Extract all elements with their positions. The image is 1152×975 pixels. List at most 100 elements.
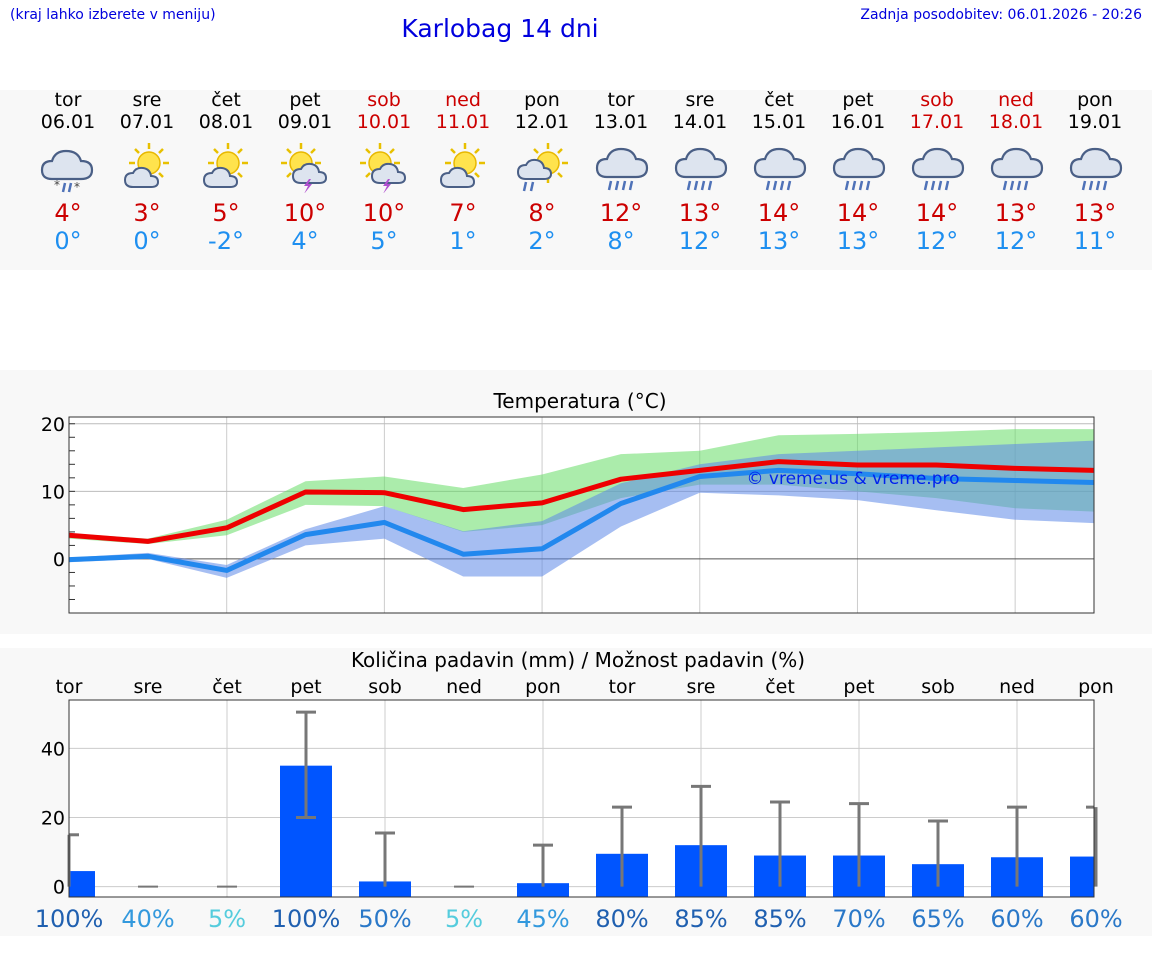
min-temp: 0° <box>133 227 161 255</box>
page-title: Karlobag 14 dni <box>401 14 599 43</box>
cloud-rain-icon <box>988 141 1044 191</box>
cloud-rain-icon <box>1067 141 1123 191</box>
max-temp: 4° <box>54 199 82 227</box>
min-temp: 8° <box>607 227 635 255</box>
temperature-tick-label: 20 <box>41 414 65 436</box>
forecast-day: pet 09.01 10° 4° <box>265 89 345 269</box>
day-name: sob <box>920 89 954 111</box>
precipitation-day-label: ned <box>999 676 1035 698</box>
cloud-rain-icon <box>593 141 649 191</box>
min-temp: 4° <box>291 227 319 255</box>
forecast-day: sre 14.01 13° 12° <box>660 89 740 269</box>
precipitation-bar <box>517 883 569 897</box>
max-temp: 8° <box>528 199 556 227</box>
max-temp-line <box>68 459 1095 544</box>
precipitation-bar <box>359 881 411 897</box>
precipitation-probability: 80% <box>595 905 648 933</box>
precipitation-day-label: sob <box>921 676 955 698</box>
cloud-rain-icon <box>672 141 728 191</box>
min-temp: 13° <box>757 227 801 255</box>
sun-storm-icon <box>356 141 412 194</box>
forecast-day: pet 16.01 14° 13° <box>818 89 898 269</box>
day-date: 06.01 <box>40 111 96 133</box>
max-temp: 12° <box>599 199 643 227</box>
day-date: 18.01 <box>988 111 1044 133</box>
precipitation-probability: 65% <box>911 905 964 933</box>
sun-cloud-icon <box>435 141 491 191</box>
day-name: čet <box>764 89 794 111</box>
forecast-day: tor 13.01 12° 8° <box>581 89 661 269</box>
day-name: tor <box>54 89 82 111</box>
precipitation-probability: 60% <box>990 905 1043 933</box>
forecast-day: pon 19.01 13° 11° <box>1055 89 1135 269</box>
precipitation-day-label: sre <box>134 676 163 698</box>
day-date: 14.01 <box>672 111 728 133</box>
max-temp: 10° <box>362 199 406 227</box>
max-temp: 14° <box>915 199 959 227</box>
sun-cloud-icon <box>119 141 175 191</box>
temperature-tick-label: 0 <box>53 549 65 571</box>
forecast-day: ned 18.01 13° 12° <box>976 89 1056 269</box>
day-date: 15.01 <box>751 111 807 133</box>
precipitation-day-label: pet <box>843 676 874 698</box>
forecast-day: tor 06.01 * * 4° 0° <box>28 89 108 269</box>
precipitation-probability: 60% <box>1069 905 1122 933</box>
temperature-tick-label: 10 <box>41 481 65 503</box>
temperature-chart-title: Temperatura (°C) <box>492 389 666 413</box>
precipitation-probability: 45% <box>516 905 569 933</box>
forecast-day: sob 17.01 14° 12° <box>897 89 977 269</box>
precipitation-day-label: ned <box>446 676 482 698</box>
max-temp: 5° <box>212 199 240 227</box>
precipitation-probability: 5% <box>445 905 483 933</box>
sun-cloud-icon <box>198 141 254 191</box>
day-name: pon <box>1077 89 1113 111</box>
day-name: sob <box>367 89 401 111</box>
location-hint: (kraj lahko izberete v meniju) <box>10 7 216 23</box>
day-date: 13.01 <box>593 111 649 133</box>
forecast-strip-bg <box>0 90 1152 270</box>
precipitation-probability: 70% <box>832 905 885 933</box>
forecast-day: čet 15.01 14° 13° <box>739 89 819 269</box>
svg-text:*: * <box>74 180 80 193</box>
watermark: © vreme.us & vreme.pro <box>746 469 959 489</box>
min-temp: 12° <box>994 227 1038 255</box>
min-temp: 5° <box>370 227 398 255</box>
precipitation-day-label: pon <box>525 676 561 698</box>
precipitation-day-label: sob <box>368 676 402 698</box>
forecast-day: ned 11.01 7° 1° <box>423 89 503 269</box>
forecast-day: pon 12.01 8° 2° <box>502 89 582 269</box>
temperature-plot-border <box>68 416 1095 614</box>
day-date: 09.01 <box>277 111 333 133</box>
forecast-day: sob 10.01 10° 5° <box>344 89 424 269</box>
precipitation-bar <box>1070 856 1094 897</box>
cloud-rain-icon <box>909 141 965 191</box>
cloud-rain-snow-icon: * * <box>40 141 96 194</box>
min-temp: 2° <box>528 227 556 255</box>
day-date: 11.01 <box>435 111 491 133</box>
day-name: čet <box>211 89 241 111</box>
precipitation-day-label: čet <box>212 676 242 698</box>
last-updated: Zadnja posodobitev: 06.01.2026 - 20:26 <box>860 7 1142 23</box>
max-temp: 3° <box>133 199 161 227</box>
precipitation-day-label: pet <box>290 676 321 698</box>
forecast-day: čet 08.01 5° -2° <box>186 89 266 269</box>
precipitation-day-label: čet <box>765 676 795 698</box>
min-temp-line <box>68 467 1095 573</box>
day-name: pon <box>524 89 560 111</box>
svg-text:*: * <box>54 178 60 192</box>
max-temp: 13° <box>678 199 722 227</box>
day-name: tor <box>607 89 635 111</box>
day-date: 08.01 <box>198 111 254 133</box>
precipitation-probability: 100% <box>272 905 341 933</box>
day-date: 12.01 <box>514 111 570 133</box>
precipitation-probability: 50% <box>358 905 411 933</box>
precipitation-probability: 5% <box>208 905 246 933</box>
sun-storm-icon <box>277 141 333 194</box>
day-name: pet <box>842 89 874 111</box>
precipitation-probability: 85% <box>753 905 806 933</box>
max-temp: 7° <box>449 199 477 227</box>
precipitation-probability: 40% <box>121 905 174 933</box>
min-temp: 12° <box>678 227 722 255</box>
day-date: 16.01 <box>830 111 886 133</box>
min-temp: 1° <box>449 227 477 255</box>
